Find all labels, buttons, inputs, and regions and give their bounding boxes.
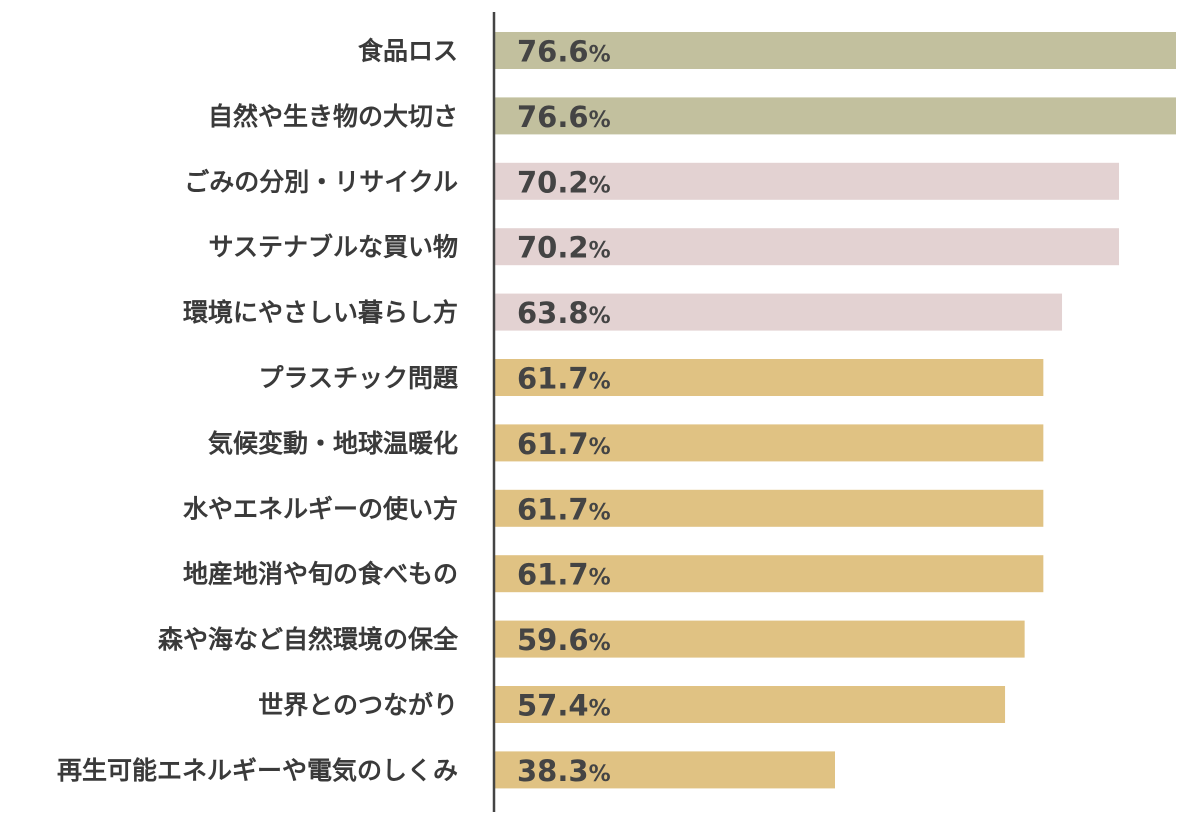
percent-sign: % — [589, 108, 611, 133]
category-label: 食品ロス — [358, 37, 458, 66]
category-label: 環境にやさしい暮らし方 — [183, 298, 458, 327]
percent-sign: % — [589, 435, 611, 460]
category-label: 自然や生き物の大切さ — [208, 102, 458, 131]
bar — [494, 555, 1044, 593]
category-label: 森や海など自然環境の保全 — [158, 625, 459, 654]
percent-sign: % — [589, 566, 611, 591]
bar — [494, 32, 1176, 69]
percent-sign: % — [589, 500, 611, 525]
bar — [494, 97, 1176, 135]
percent-sign: % — [589, 239, 611, 264]
percent-sign: % — [589, 304, 611, 329]
bar — [494, 751, 835, 789]
percent-sign: % — [589, 370, 611, 395]
data-label: 70.2% — [517, 231, 611, 265]
bar — [494, 424, 1044, 462]
percent-sign: % — [589, 173, 611, 198]
category-label: 世界とのつながり — [258, 691, 458, 720]
bar — [494, 686, 1006, 723]
percent-sign: % — [589, 43, 611, 68]
category-label: 地産地消や旬の食べもの — [183, 560, 458, 589]
category-label: 気候変動・地球温暖化 — [208, 429, 458, 458]
bar — [494, 293, 1063, 331]
category-label: 水やエネルギーの使い方 — [183, 494, 458, 523]
data-label: 38.3% — [517, 754, 611, 788]
percent-sign: % — [589, 631, 611, 656]
category-label: ごみの分別・リサイクル — [184, 167, 458, 196]
data-label: 61.7% — [517, 492, 611, 526]
category-label: サステナブルな買い物 — [208, 233, 458, 262]
bar — [494, 489, 1044, 527]
category-label: 再生可能エネルギーや電気のしくみ — [57, 756, 458, 785]
percent-sign: % — [589, 762, 611, 787]
category-label: プラスチック問題 — [258, 364, 459, 393]
bar — [494, 228, 1120, 266]
bar — [494, 162, 1120, 200]
percent-sign: % — [589, 697, 611, 722]
bar — [494, 359, 1044, 396]
bar — [494, 620, 1025, 658]
